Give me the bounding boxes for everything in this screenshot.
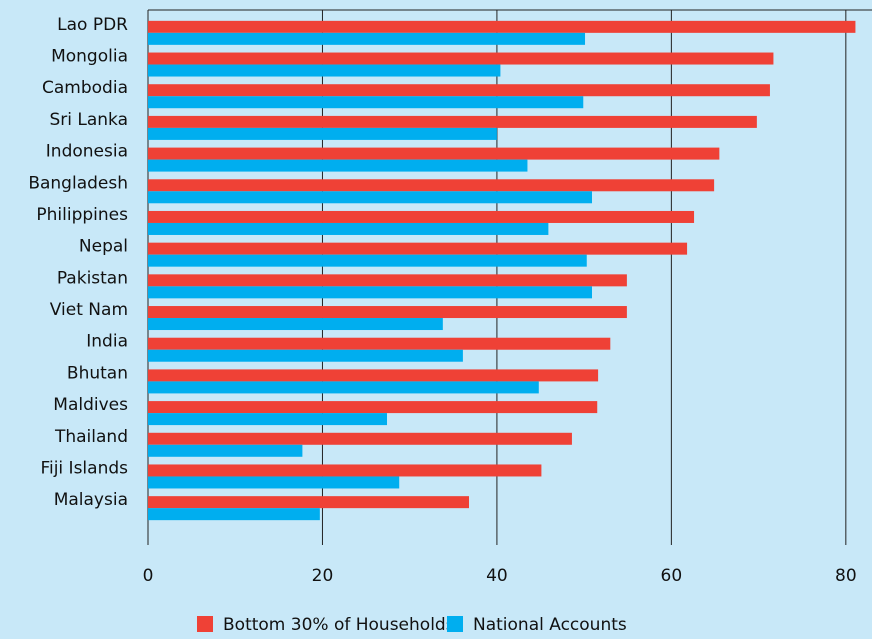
bar <box>148 84 770 97</box>
bar <box>148 337 611 350</box>
bar <box>148 444 303 457</box>
bar <box>148 127 497 140</box>
y-tick-label: Sri Lanka <box>49 110 128 130</box>
y-tick-label: Lao PDR <box>57 15 128 35</box>
legend-label: Bottom 30% of Households <box>223 615 455 635</box>
bar <box>148 52 774 65</box>
bar <box>148 191 592 204</box>
bar <box>148 318 443 331</box>
bar <box>148 64 501 77</box>
legend-swatch <box>197 616 213 632</box>
x-tick-label: 20 <box>312 566 334 586</box>
x-tick-label: 40 <box>486 566 508 586</box>
y-tick-label: India <box>86 332 128 352</box>
bar <box>148 349 463 362</box>
bar <box>148 20 856 33</box>
bar <box>148 274 627 287</box>
bar <box>148 413 388 426</box>
y-tick-label: Mongolia <box>51 47 128 67</box>
bar <box>148 32 586 45</box>
x-tick-label: 60 <box>661 566 683 586</box>
bar <box>148 464 542 477</box>
bar <box>148 115 757 128</box>
bar <box>148 159 528 172</box>
bar <box>148 254 587 267</box>
x-tick-label: 0 <box>143 566 154 586</box>
y-tick-label: Fiji Islands <box>40 458 128 478</box>
bar <box>148 179 715 192</box>
y-tick-label: Cambodia <box>42 78 128 98</box>
x-tick-label: 80 <box>835 566 857 586</box>
bar <box>148 369 599 382</box>
legend-swatch <box>447 616 463 632</box>
legend-label: National Accounts <box>473 615 627 635</box>
bar <box>148 496 470 509</box>
y-tick-label: Philippines <box>36 205 128 225</box>
bar <box>148 476 400 489</box>
bar <box>148 401 598 414</box>
y-tick-label: Bhutan <box>67 363 128 383</box>
bar <box>148 210 695 223</box>
bar <box>148 286 592 299</box>
bar <box>148 306 627 319</box>
bar <box>148 242 688 255</box>
y-tick-label: Nepal <box>79 237 128 257</box>
bar <box>148 381 539 394</box>
bar <box>148 432 572 445</box>
bar <box>148 508 320 521</box>
y-tick-label: Thailand <box>54 427 128 447</box>
bar <box>148 96 584 109</box>
bar <box>148 222 549 235</box>
y-tick-label: Indonesia <box>46 142 128 162</box>
y-tick-label: Maldives <box>53 395 128 415</box>
y-tick-label: Bangladesh <box>28 173 128 193</box>
y-tick-label: Pakistan <box>57 268 128 288</box>
y-tick-label: Malaysia <box>54 490 128 510</box>
y-tick-label: Viet Nam <box>50 300 128 320</box>
bar <box>148 147 720 160</box>
